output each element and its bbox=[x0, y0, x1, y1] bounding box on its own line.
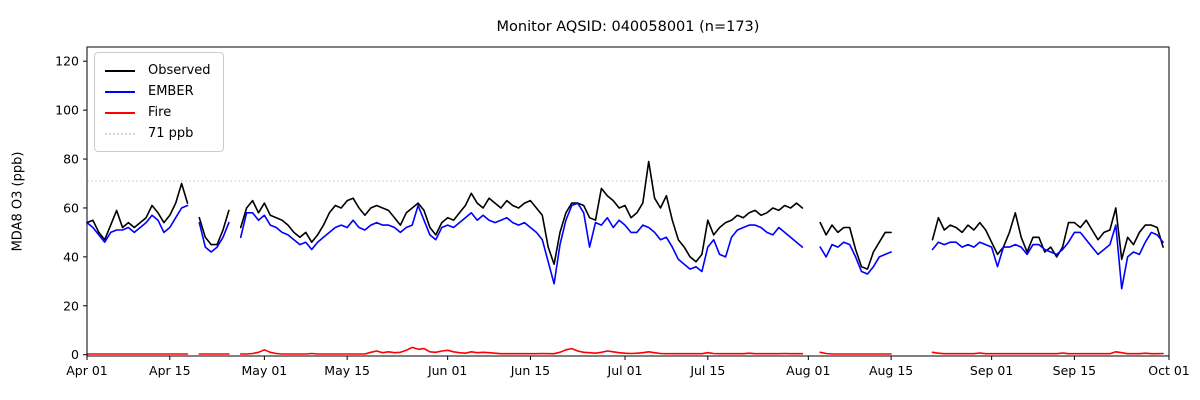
observed-line-icon bbox=[105, 69, 135, 72]
y-tick-label: 40 bbox=[63, 249, 79, 264]
y-tick-label: 100 bbox=[55, 103, 79, 118]
axes-frame bbox=[86, 46, 1170, 357]
legend-label: EMBER bbox=[148, 84, 194, 99]
x-tick-label: Aug 15 bbox=[869, 363, 913, 378]
x-tick-label: Jun 15 bbox=[510, 363, 550, 378]
y-tick-label: 20 bbox=[63, 298, 79, 313]
y-tick-label: 60 bbox=[63, 200, 79, 215]
series-line-ember bbox=[86, 202, 1164, 290]
legend-label: Fire bbox=[148, 105, 172, 120]
x-tick-label: Aug 01 bbox=[786, 363, 830, 378]
fire-line-icon bbox=[105, 111, 135, 114]
y-tick-label: 0 bbox=[71, 347, 79, 362]
x-tick-label: Sep 01 bbox=[970, 363, 1013, 378]
legend-label: Observed bbox=[148, 63, 211, 78]
x-tick-label: Jul 01 bbox=[607, 363, 643, 378]
x-tick-label: Apr 01 bbox=[66, 363, 108, 378]
legend-item-observed: Observed bbox=[105, 60, 211, 81]
y-tick-label: 80 bbox=[63, 152, 79, 167]
legend-label: 71 ppb bbox=[148, 126, 194, 141]
y-tick-label: 120 bbox=[55, 54, 79, 69]
legend: Observed EMBER Fire 71 ppb bbox=[94, 52, 224, 152]
x-tick-label: Sep 15 bbox=[1053, 363, 1096, 378]
series-line-fire bbox=[86, 346, 1164, 355]
x-tick-label: Jul 15 bbox=[689, 363, 725, 378]
ember-line-icon bbox=[105, 90, 135, 93]
threshold-line-icon bbox=[105, 132, 135, 135]
x-tick-label: Jun 01 bbox=[427, 363, 467, 378]
x-tick-label: May 15 bbox=[324, 363, 370, 378]
series-line-observed bbox=[86, 160, 1164, 270]
legend-item-threshold: 71 ppb bbox=[105, 123, 211, 144]
x-tick-label: May 01 bbox=[242, 363, 288, 378]
chart-title: Monitor AQSID: 040058001 (n=173) bbox=[496, 19, 760, 35]
legend-item-ember: EMBER bbox=[105, 81, 211, 102]
x-tick-label: Apr 15 bbox=[149, 363, 191, 378]
legend-item-fire: Fire bbox=[105, 102, 211, 123]
x-tick-label: Oct 01 bbox=[1148, 363, 1190, 378]
